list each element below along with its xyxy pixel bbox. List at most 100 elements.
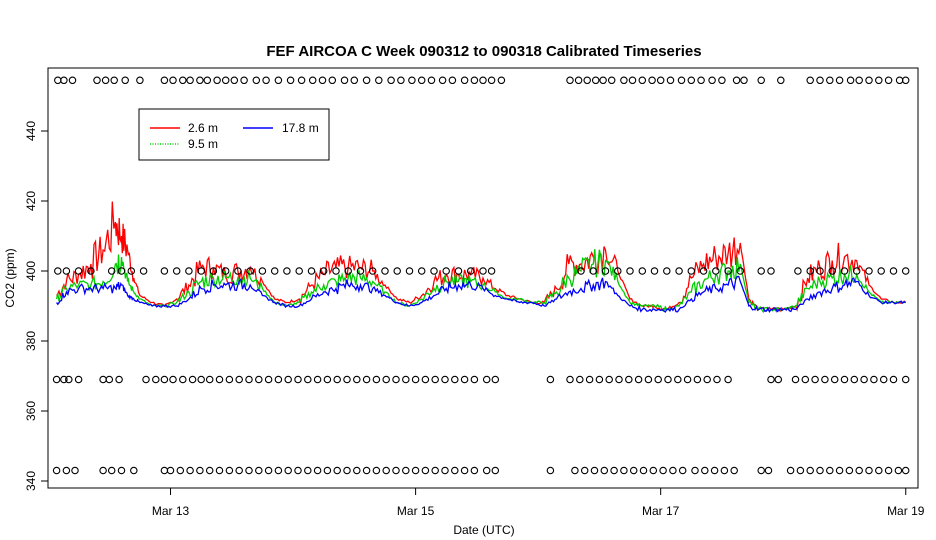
flag-marker-2-59 bbox=[703, 375, 711, 384]
series-layer bbox=[55, 201, 907, 314]
flag-marker-1-56 bbox=[840, 267, 849, 275]
flag-marker-0-44 bbox=[583, 76, 591, 85]
flag-marker-2-0 bbox=[52, 375, 61, 384]
flag-marker-1-58 bbox=[865, 267, 873, 275]
flag-marker-1-47 bbox=[712, 267, 720, 275]
flag-marker-2-30 bbox=[362, 375, 371, 384]
flag-marker-2-8 bbox=[152, 375, 160, 384]
flag-marker-1-23 bbox=[344, 267, 352, 275]
flag-marker-3-6 bbox=[130, 466, 138, 475]
flag-marker-0-2 bbox=[68, 76, 77, 85]
chart-title: FEF AIRCOA C Week 090312 to 090318 Calib… bbox=[266, 43, 701, 60]
flag-marker-1-26 bbox=[381, 267, 389, 275]
flag-marker-3-66 bbox=[826, 466, 834, 475]
flag-marker-2-17 bbox=[235, 375, 243, 384]
flag-marker-2-54 bbox=[654, 375, 662, 384]
flag-marker-0-52 bbox=[656, 76, 665, 85]
flag-marker-2-21 bbox=[274, 375, 283, 384]
flag-marker-2-46 bbox=[576, 375, 584, 384]
flag-marker-2-75 bbox=[901, 375, 910, 384]
flag-marker-3-61 bbox=[764, 466, 773, 475]
flag-marker-1-20 bbox=[307, 267, 316, 275]
flag-marker-3-52 bbox=[659, 466, 667, 475]
flag-marker-2-38 bbox=[441, 375, 449, 384]
flag-marker-3-16 bbox=[245, 466, 253, 475]
flag-marker-1-50 bbox=[757, 267, 765, 275]
flag-marker-3-7 bbox=[160, 466, 169, 475]
flag-marker-1-30 bbox=[430, 267, 438, 275]
flag-marker-0-58 bbox=[718, 76, 726, 85]
flag-marker-0-71 bbox=[884, 76, 893, 85]
flag-marker-2-13 bbox=[197, 375, 205, 384]
flag-marker-1-15 bbox=[246, 267, 254, 275]
flag-marker-3-15 bbox=[235, 466, 243, 475]
flag-marker-1-13 bbox=[221, 267, 230, 275]
flag-marker-0-70 bbox=[875, 76, 883, 85]
flag-marker-3-0 bbox=[52, 466, 61, 475]
flag-marker-3-51 bbox=[649, 466, 658, 475]
flag-marker-2-67 bbox=[821, 375, 829, 384]
flag-marker-1-44 bbox=[675, 267, 683, 275]
flag-marker-3-44 bbox=[580, 466, 589, 475]
flag-marker-1-5 bbox=[117, 267, 126, 275]
flag-marker-3-50 bbox=[639, 466, 648, 475]
flag-marker-3-46 bbox=[600, 466, 609, 475]
flag-marker-2-40 bbox=[460, 375, 469, 384]
flag-marker-0-37 bbox=[460, 76, 469, 85]
flag-marker-1-40 bbox=[626, 267, 634, 275]
flag-marker-2-6 bbox=[115, 375, 123, 384]
flag-marker-3-8 bbox=[166, 466, 175, 475]
flag-marker-3-49 bbox=[629, 466, 638, 475]
flag-marker-1-1 bbox=[62, 267, 71, 275]
flag-marker-0-3 bbox=[93, 76, 101, 85]
flag-marker-0-0 bbox=[54, 76, 62, 85]
y-tick-label-4: 420 bbox=[24, 191, 38, 211]
flag-marker-3-30 bbox=[382, 466, 390, 475]
flag-marker-0-17 bbox=[240, 76, 248, 85]
flag-marker-2-2 bbox=[65, 375, 73, 384]
flag-marker-1-22 bbox=[332, 267, 340, 275]
legend-box bbox=[138, 108, 330, 161]
flag-marker-3-60 bbox=[757, 466, 765, 475]
flag-marker-2-10 bbox=[169, 375, 177, 384]
flag-marker-1-38 bbox=[601, 267, 610, 275]
flag-marker-0-20 bbox=[274, 76, 283, 85]
flag-marker-1-3 bbox=[87, 267, 95, 275]
flag-marker-1-0 bbox=[54, 267, 62, 275]
flag-marker-2-35 bbox=[411, 375, 420, 384]
flag-marker-3-18 bbox=[264, 466, 273, 475]
flag-marker-0-49 bbox=[628, 76, 637, 85]
flag-marker-2-34 bbox=[402, 375, 410, 384]
flag-marker-3-27 bbox=[353, 466, 361, 475]
flag-marker-2-1 bbox=[60, 375, 68, 384]
flag-marker-0-24 bbox=[318, 76, 327, 85]
flag-marker-2-74 bbox=[889, 375, 898, 384]
flag-marker-2-69 bbox=[840, 375, 849, 384]
flag-marker-3-23 bbox=[313, 466, 322, 475]
flag-marker-2-56 bbox=[674, 375, 682, 384]
flag-marker-0-59 bbox=[732, 76, 741, 85]
flag-marker-1-61 bbox=[901, 267, 910, 275]
flag-marker-3-35 bbox=[431, 466, 439, 475]
flag-marker-3-55 bbox=[691, 466, 699, 475]
x-tick-label-0: Mar 13 bbox=[152, 504, 190, 518]
flag-marker-2-27 bbox=[333, 375, 341, 384]
flag-marker-2-63 bbox=[774, 375, 783, 384]
flag-marker-1-7 bbox=[139, 267, 148, 275]
flag-marker-0-63 bbox=[806, 76, 814, 85]
flag-marker-3-11 bbox=[196, 466, 204, 475]
flag-marker-3-54 bbox=[678, 466, 687, 475]
flag-marker-1-19 bbox=[295, 267, 303, 275]
flag-marker-1-52 bbox=[794, 267, 802, 275]
flag-marker-0-32 bbox=[408, 76, 416, 85]
flag-marker-0-16 bbox=[230, 76, 239, 85]
flag-marker-2-57 bbox=[683, 375, 692, 384]
flag-marker-3-43 bbox=[571, 466, 579, 475]
flag-marker-0-33 bbox=[417, 76, 426, 85]
y-tick-label-1: 360 bbox=[24, 401, 38, 421]
flag-marker-1-37 bbox=[589, 267, 598, 275]
flag-marker-2-33 bbox=[392, 375, 400, 384]
series-line-1 bbox=[55, 249, 906, 314]
flag-marker-2-53 bbox=[644, 375, 653, 384]
flag-marker-1-46 bbox=[699, 267, 708, 275]
